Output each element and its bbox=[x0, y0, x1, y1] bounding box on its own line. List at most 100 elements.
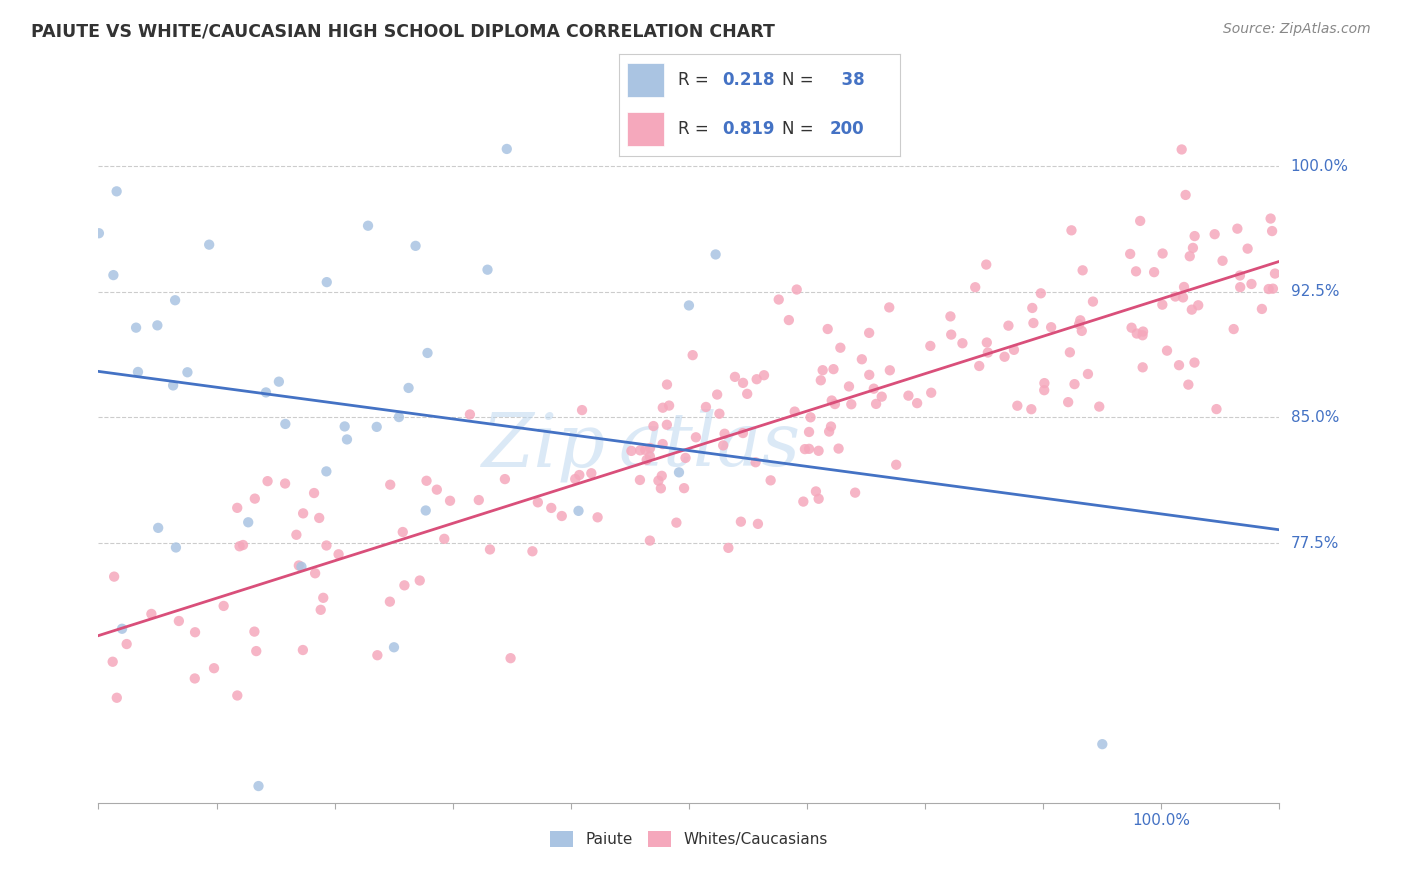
Point bbox=[1021, 402, 1043, 417]
Point bbox=[312, 591, 335, 605]
Point bbox=[967, 359, 990, 373]
Point bbox=[328, 547, 350, 561]
Point bbox=[724, 370, 747, 384]
Point bbox=[965, 280, 987, 294]
Text: R =: R = bbox=[678, 120, 714, 138]
Point bbox=[1029, 286, 1052, 301]
Point bbox=[184, 672, 207, 686]
Point bbox=[1022, 316, 1045, 330]
Point bbox=[807, 491, 830, 506]
Text: 0.819: 0.819 bbox=[723, 120, 775, 138]
Point bbox=[333, 419, 356, 434]
Point bbox=[111, 622, 134, 636]
Point bbox=[1181, 241, 1204, 255]
Text: 92.5%: 92.5% bbox=[1291, 285, 1339, 300]
Point bbox=[228, 539, 250, 553]
Point bbox=[628, 473, 651, 487]
Point bbox=[245, 644, 267, 658]
Point bbox=[792, 494, 814, 508]
Point bbox=[366, 648, 388, 663]
Point bbox=[993, 350, 1015, 364]
Point bbox=[357, 219, 380, 233]
Point bbox=[494, 472, 516, 486]
Point bbox=[786, 283, 808, 297]
Point bbox=[974, 258, 997, 272]
Point bbox=[797, 425, 820, 439]
Point bbox=[416, 346, 439, 360]
Point bbox=[125, 320, 148, 334]
Point bbox=[274, 417, 297, 431]
Point bbox=[176, 365, 198, 379]
Point bbox=[678, 298, 700, 312]
Point bbox=[309, 603, 332, 617]
Point bbox=[1226, 221, 1249, 235]
Text: Source: ZipAtlas.com: Source: ZipAtlas.com bbox=[1223, 22, 1371, 37]
Point bbox=[997, 318, 1019, 333]
Point bbox=[620, 443, 643, 458]
Point bbox=[977, 345, 1000, 359]
Point bbox=[668, 466, 690, 480]
Point bbox=[1261, 224, 1284, 238]
Point bbox=[254, 385, 277, 400]
Point bbox=[568, 468, 591, 483]
Point bbox=[778, 313, 800, 327]
Point bbox=[391, 524, 413, 539]
Point bbox=[1260, 211, 1282, 226]
Point bbox=[1069, 313, 1091, 327]
Point bbox=[1063, 377, 1085, 392]
Point bbox=[905, 396, 928, 410]
Point bbox=[759, 474, 782, 488]
Point bbox=[198, 237, 221, 252]
Point bbox=[267, 375, 290, 389]
Point bbox=[581, 467, 603, 481]
Point bbox=[105, 690, 128, 705]
Point bbox=[838, 379, 860, 393]
Point bbox=[1070, 324, 1092, 338]
Point bbox=[1177, 377, 1199, 392]
Point bbox=[315, 275, 337, 289]
Point bbox=[807, 443, 830, 458]
Point bbox=[292, 507, 315, 521]
Point bbox=[650, 481, 672, 495]
Point bbox=[675, 450, 697, 465]
Point bbox=[865, 397, 887, 411]
Point bbox=[247, 779, 270, 793]
Point bbox=[1164, 289, 1187, 303]
Point bbox=[103, 569, 125, 583]
Point bbox=[1021, 301, 1043, 315]
Point bbox=[651, 437, 673, 451]
Point bbox=[858, 326, 880, 340]
Text: N =: N = bbox=[782, 120, 818, 138]
Point bbox=[1057, 395, 1080, 409]
Point bbox=[415, 503, 437, 517]
Point bbox=[744, 455, 766, 469]
Point bbox=[695, 400, 717, 414]
Point bbox=[1059, 345, 1081, 359]
Point bbox=[824, 397, 846, 411]
Point bbox=[478, 542, 501, 557]
Point bbox=[1125, 264, 1147, 278]
Point bbox=[920, 385, 942, 400]
Point bbox=[941, 327, 963, 342]
Point bbox=[839, 397, 862, 411]
Point bbox=[685, 430, 707, 444]
Point bbox=[1007, 399, 1029, 413]
Point bbox=[105, 185, 128, 199]
Point bbox=[499, 651, 522, 665]
Point bbox=[1170, 143, 1192, 157]
Point bbox=[315, 464, 337, 478]
Point bbox=[655, 377, 678, 392]
Point bbox=[1264, 267, 1286, 281]
Point bbox=[551, 508, 574, 523]
Point bbox=[810, 373, 832, 387]
Point bbox=[1156, 343, 1178, 358]
Point bbox=[651, 401, 673, 415]
Point bbox=[1257, 282, 1279, 296]
Point bbox=[1033, 383, 1056, 397]
Point bbox=[638, 441, 661, 455]
Point bbox=[426, 483, 449, 497]
Point bbox=[380, 477, 402, 491]
Text: R =: R = bbox=[678, 70, 714, 88]
Point bbox=[1184, 355, 1206, 369]
Point bbox=[783, 404, 806, 418]
